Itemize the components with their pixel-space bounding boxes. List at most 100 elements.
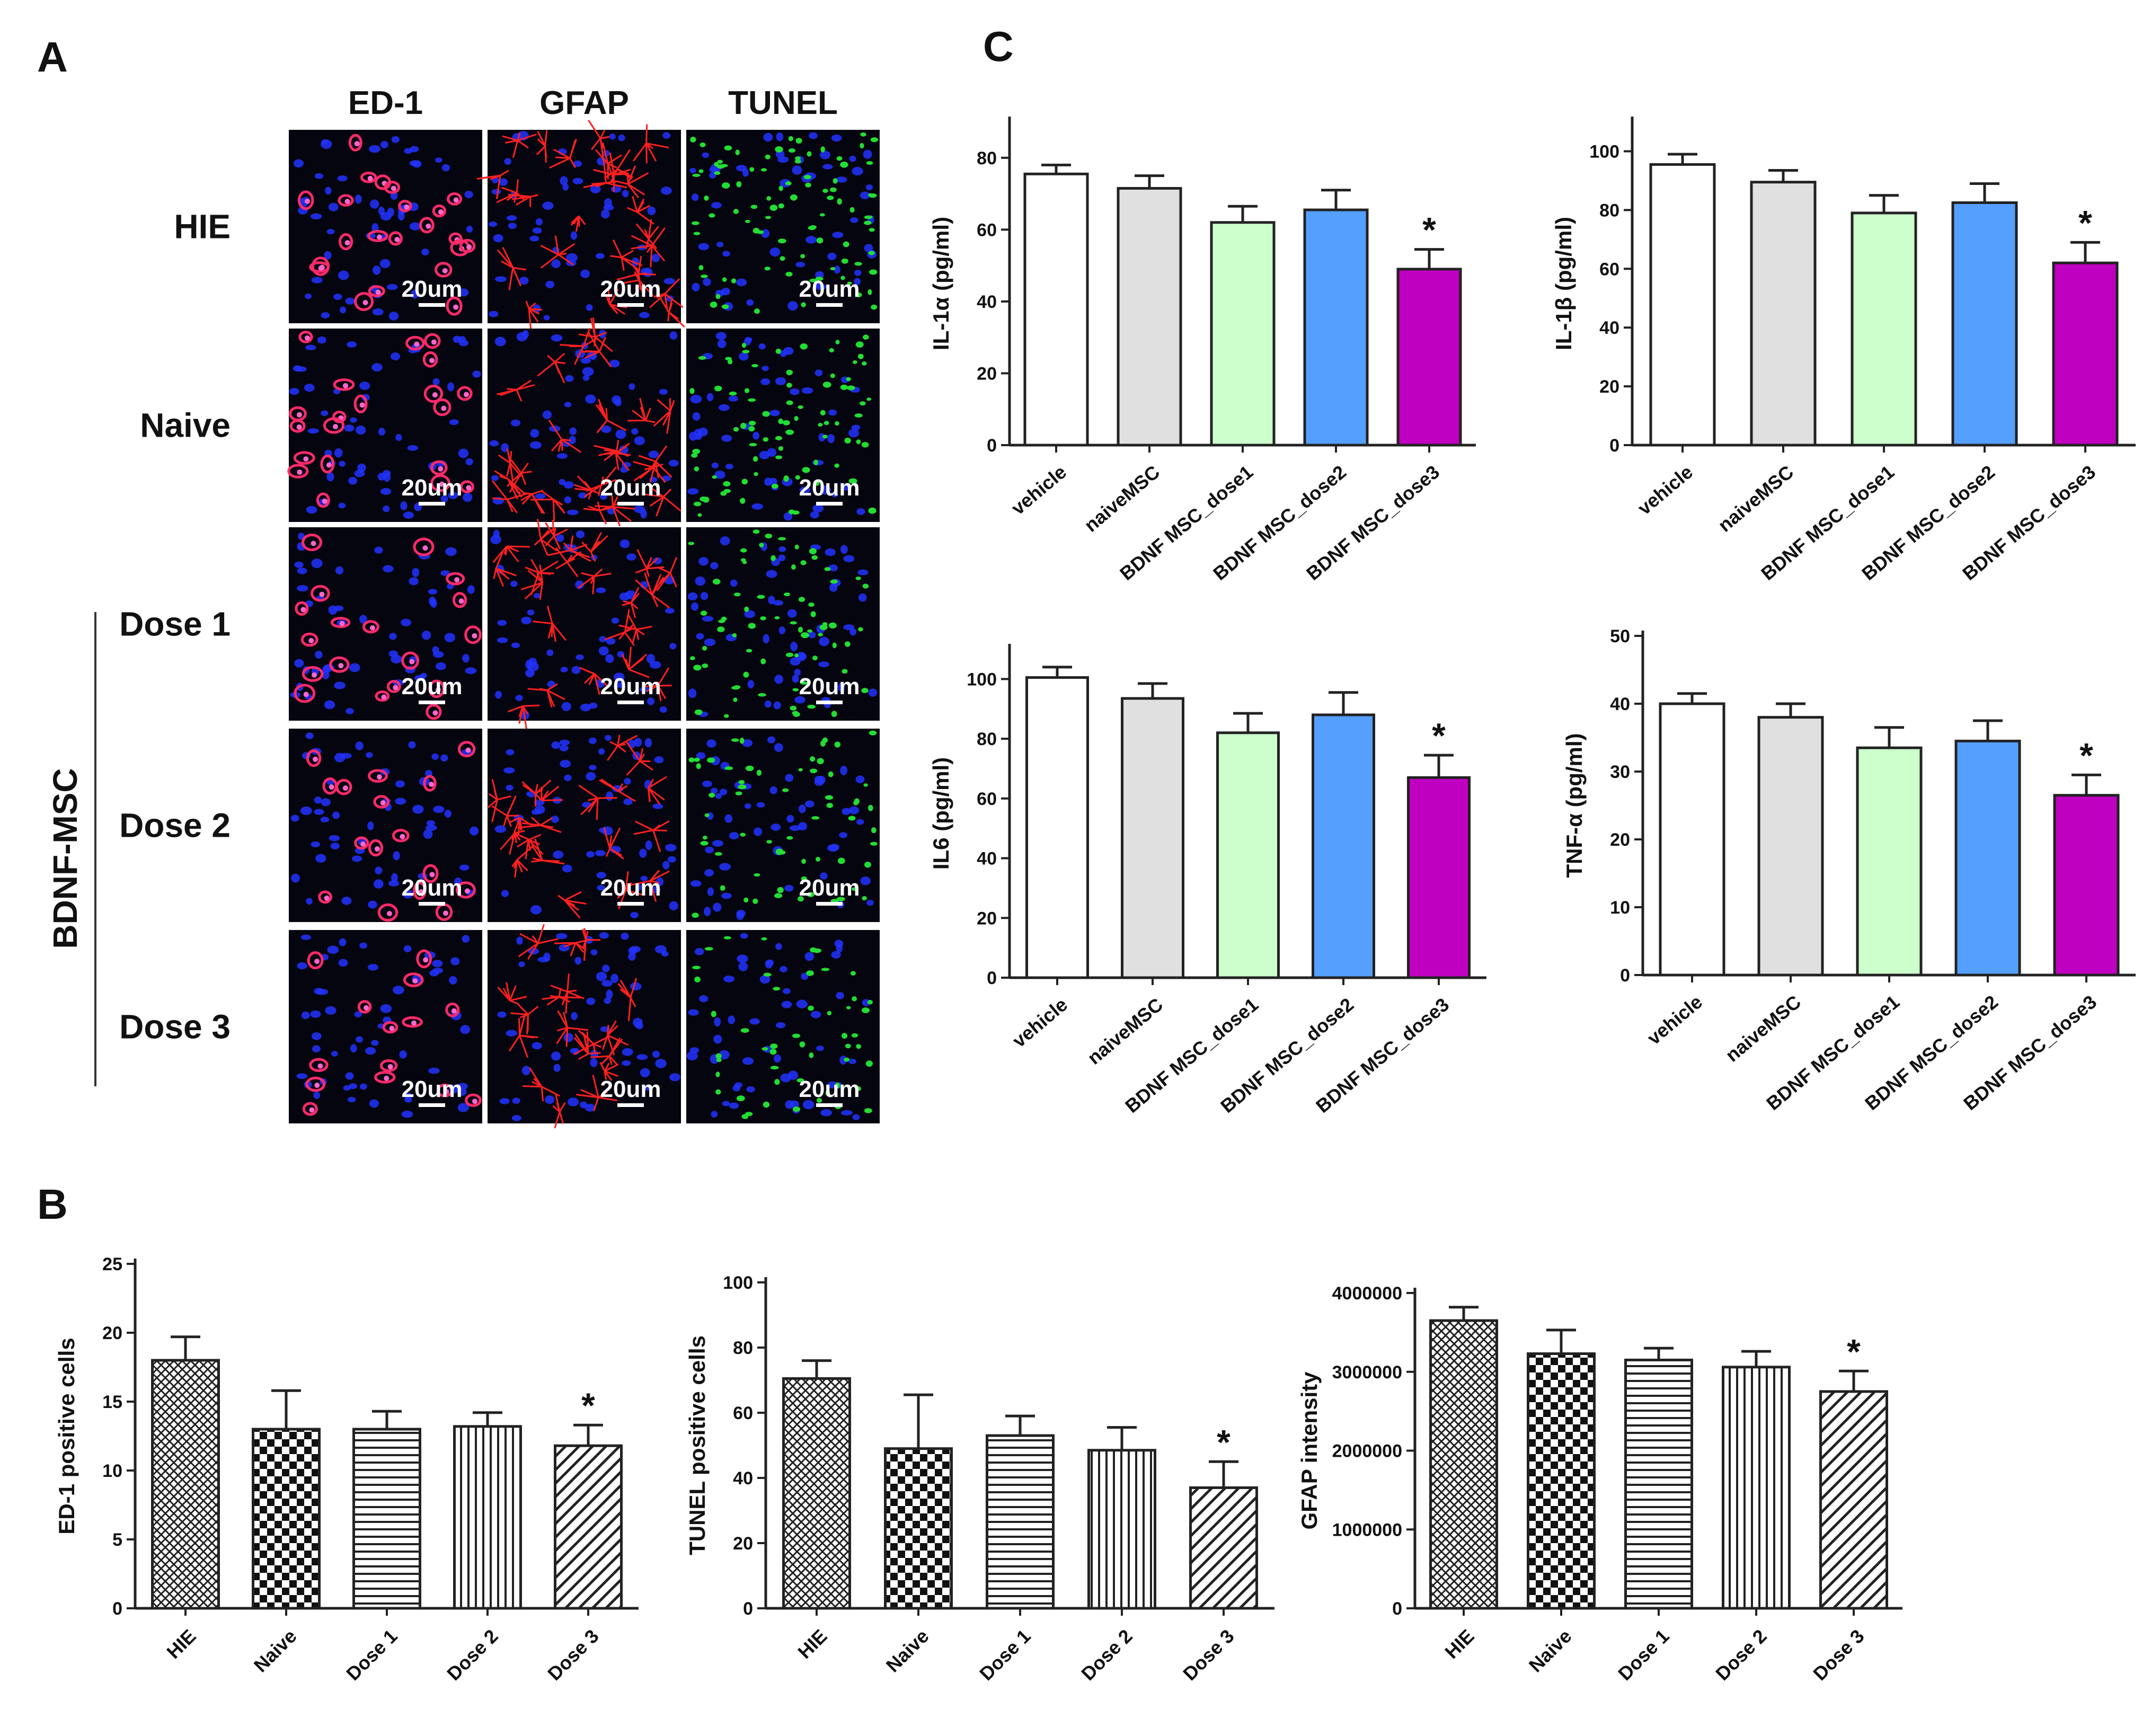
y-tick-label: 20 — [1610, 830, 1630, 850]
bar — [1121, 697, 1184, 979]
micrograph-panel: ED-1 GFAP TUNEL HIE Naive Dose 1 Dose 2 Dose 3… — [46, 85, 880, 1129]
panel-label-c: C — [983, 23, 1014, 70]
bar — [2052, 261, 2119, 447]
micrograph-tile: 20um — [486, 729, 681, 922]
y-axis-label: IL-1α (pg/ml) — [928, 217, 953, 350]
y-tick-label: 20 — [977, 364, 997, 384]
bar — [1757, 716, 1824, 977]
significance-marker: * — [2079, 736, 2093, 775]
y-tick-label: 50 — [1610, 626, 1630, 646]
micrograph-column-title: GFAP — [539, 85, 629, 121]
bar — [1216, 731, 1280, 979]
x-tick-label: HIE — [162, 1625, 200, 1663]
y-tick-label: 10 — [102, 1461, 122, 1481]
scale-bar — [419, 502, 445, 506]
y-tick-label: 10 — [1610, 898, 1630, 918]
y-tick-label: 0 — [743, 1599, 753, 1619]
scale-bar — [419, 1103, 445, 1107]
bar — [1429, 1319, 1498, 1610]
y-tick-label: 40 — [977, 292, 997, 312]
scale-bar-label: 20um — [600, 674, 661, 699]
significance-marker: * — [581, 1386, 595, 1425]
micrograph-tile: 20um — [289, 527, 482, 721]
scale-bar-label: 20um — [600, 276, 661, 302]
bar — [1303, 208, 1369, 447]
bar — [1117, 187, 1182, 447]
y-tick-label: 15 — [102, 1392, 122, 1412]
significance-marker: * — [1432, 716, 1446, 755]
x-tick-label: Dose 2 — [1077, 1625, 1136, 1685]
x-tick-label: Dose 1 — [342, 1625, 401, 1685]
bar-chart: 0 20 40 60 80 100 IL-1β (pg/ml) vehicle naiveMSC… — [1551, 117, 2136, 584]
scale-bar-label: 20um — [799, 475, 860, 501]
y-tick-label: 3000000 — [1332, 1362, 1402, 1383]
y-axis-label: TNF-α (pg/ml) — [1562, 733, 1587, 878]
y-tick-label: 20 — [977, 908, 997, 928]
y-tick-label: 4000000 — [1332, 1283, 1402, 1304]
x-tick-label: Dose 1 — [975, 1625, 1034, 1685]
y-tick-label: 80 — [977, 729, 997, 749]
bar-chart: 0 5 10 15 20 25 ED-1 positive cells HIE Naive Dos… — [54, 1254, 639, 1685]
y-tick-label: 100 — [967, 669, 997, 689]
y-axis-label: GFAP intensity — [1297, 1371, 1322, 1530]
scale-bar — [617, 902, 644, 906]
x-tick-label: HIE — [793, 1625, 831, 1663]
scale-bar-label: 20um — [600, 875, 661, 901]
scale-bar — [816, 303, 843, 307]
bar — [252, 1428, 321, 1610]
y-tick-label: 100 — [723, 1273, 753, 1293]
y-tick-label: 20 — [733, 1534, 753, 1554]
bar — [1624, 1358, 1693, 1610]
bar — [151, 1359, 220, 1610]
scale-bar — [816, 502, 843, 506]
bar — [1087, 1449, 1156, 1610]
y-tick-label: 80 — [977, 148, 997, 169]
scale-bar-label: 20um — [402, 475, 463, 501]
panel-label-b: B — [37, 1181, 68, 1228]
y-tick-label: 0 — [112, 1599, 122, 1619]
micrograph-row-labels: HIE Naive Dose 1 Dose 2 Dose 3 — [119, 208, 231, 1046]
bar-chart: 0 1000000 2000000 3000000 4000000 GFAP intens… — [1297, 1283, 1902, 1685]
micrograph-tile: 20um — [686, 930, 880, 1123]
micrograph-tile: 20um — [488, 317, 681, 527]
y-tick-label: 80 — [1599, 200, 1619, 220]
y-tick-label: 5 — [112, 1530, 122, 1550]
micrograph-column-titles: ED-1 GFAP TUNEL — [348, 85, 838, 121]
y-tick-label: 40 — [977, 849, 997, 869]
x-tick-label: vehicle — [1633, 461, 1697, 519]
micrograph-tile: 20um — [289, 130, 482, 323]
micrograph-tile: 20um — [488, 924, 681, 1129]
scale-bar-label: 20um — [402, 875, 463, 901]
y-tick-label: 0 — [1392, 1599, 1402, 1619]
micrograph-row-label: Dose 1 — [119, 605, 231, 643]
micrograph-tile: 20um — [287, 329, 482, 522]
bar — [1396, 268, 1462, 447]
scale-bar — [419, 303, 445, 307]
micrograph-tile: 20um — [289, 930, 482, 1123]
x-tick-label: Dose 3 — [1179, 1625, 1238, 1685]
x-tick-label: vehicle — [1643, 991, 1706, 1049]
scale-bar — [617, 303, 644, 307]
bar — [2053, 794, 2120, 977]
x-tick-label: Dose 2 — [1711, 1625, 1771, 1685]
y-axis-label: ED-1 positive cells — [54, 1338, 79, 1534]
bar — [1189, 1486, 1258, 1610]
x-tick-label: naiveMSC — [1714, 461, 1798, 536]
micrograph-tile: 20um — [488, 519, 681, 730]
scale-bar-label: 20um — [600, 1076, 661, 1102]
scale-bar — [816, 902, 843, 906]
y-tick-label: 20 — [1599, 377, 1619, 397]
y-tick-label: 0 — [987, 968, 997, 988]
bar — [352, 1428, 421, 1610]
micrograph-tile: 20um — [686, 329, 880, 522]
micrograph-row-label: HIE — [174, 208, 231, 246]
bar — [1856, 746, 1923, 977]
x-tick-label: HIE — [1440, 1625, 1478, 1663]
bar — [1851, 211, 1917, 447]
y-tick-label: 2000000 — [1332, 1441, 1402, 1462]
bar — [1951, 201, 2018, 447]
significance-marker: * — [1422, 210, 1436, 250]
